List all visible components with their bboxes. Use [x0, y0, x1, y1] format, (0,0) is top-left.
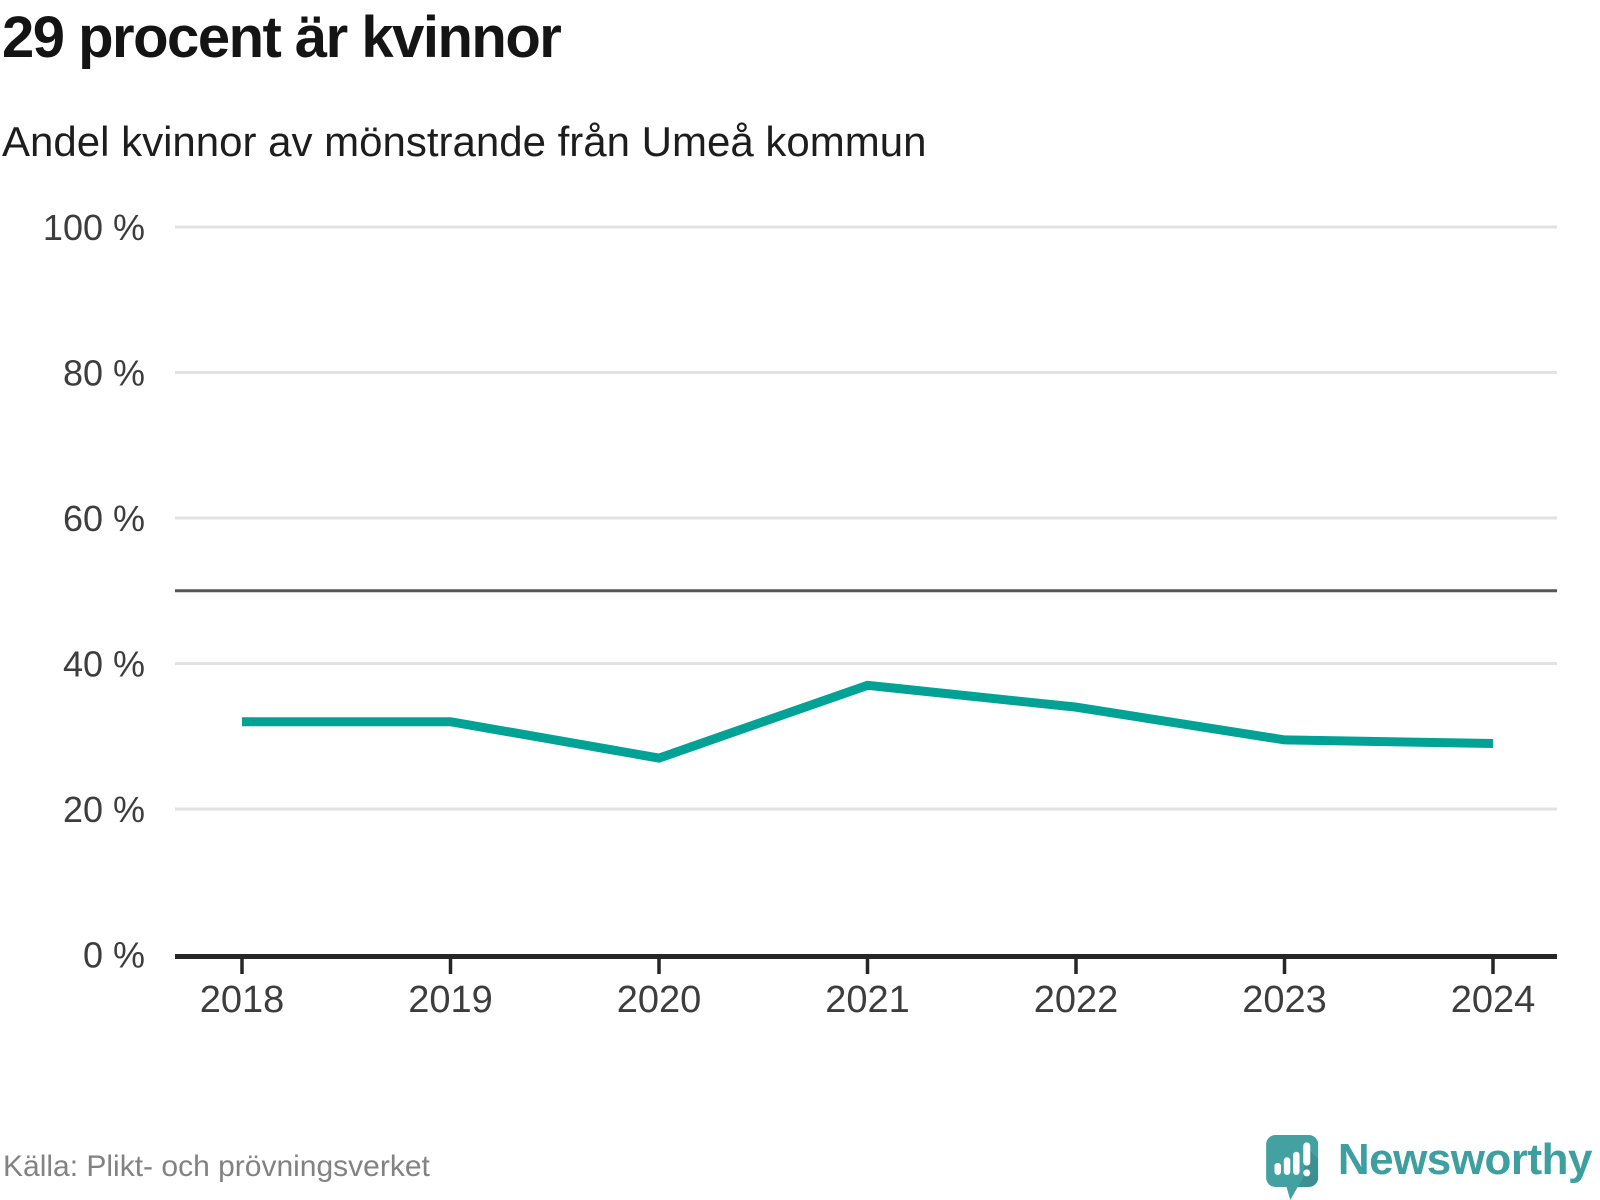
x-axis-tick-label: 2018 — [200, 979, 285, 1021]
y-axis-tick-label: 0 % — [83, 935, 145, 976]
exclamation-bar — [1303, 1142, 1311, 1166]
y-axis-tick-label: 60 % — [63, 498, 145, 539]
bar-chart-glyph — [1274, 1142, 1311, 1177]
source-note: Källa: Plikt- och prövningsverket — [3, 1150, 430, 1183]
y-axis-tick-label: 20 % — [63, 789, 145, 830]
newsworthy-logo-icon — [1265, 1135, 1318, 1200]
exclamation-dot — [1303, 1169, 1311, 1177]
x-axis-tick-label: 2023 — [1242, 979, 1327, 1021]
newsworthy-logo: Newsworthy — [1265, 1134, 1593, 1200]
x-axis-tick-label: 2020 — [617, 979, 702, 1021]
y-axis-tick-label: 40 % — [63, 644, 145, 685]
x-axis-tick-label: 2024 — [1451, 979, 1536, 1021]
x-axis-tick-label: 2022 — [1034, 979, 1119, 1021]
chart-subtitle: Andel kvinnor av mönstrande från Umeå ko… — [2, 118, 927, 165]
data-line — [242, 680, 1494, 763]
newsworthy-logo-text: Newsworthy — [1337, 1134, 1593, 1184]
x-axis-tick-label: 2021 — [825, 979, 910, 1021]
x-axis-tick-label: 2019 — [408, 979, 493, 1021]
y-axis-tick-label: 100 % — [43, 207, 145, 248]
chart-title: 29 procent är kvinnor — [2, 5, 562, 70]
y-axis-tick-label: 80 % — [63, 353, 145, 394]
line-chart: 0 % 20 % 40 % 60 % 80 % 100 % 2018 2019 2020 2021… — [43, 207, 1557, 1021]
